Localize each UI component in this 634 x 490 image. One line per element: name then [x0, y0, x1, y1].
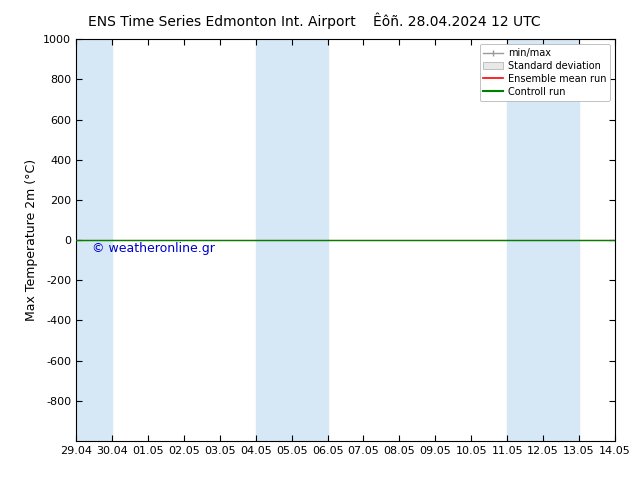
- Text: ENS Time Series Edmonton Int. Airport: ENS Time Series Edmonton Int. Airport: [88, 15, 356, 29]
- Text: © weatheronline.gr: © weatheronline.gr: [93, 242, 215, 255]
- Bar: [76, 39, 112, 441]
- Bar: [507, 39, 579, 441]
- Y-axis label: Max Temperature 2m (°C): Max Temperature 2m (°C): [25, 159, 37, 321]
- Legend: min/max, Standard deviation, Ensemble mean run, Controll run: min/max, Standard deviation, Ensemble me…: [479, 44, 610, 100]
- Text: Êôñ. 28.04.2024 12 UTC: Êôñ. 28.04.2024 12 UTC: [373, 15, 540, 29]
- Bar: [256, 39, 328, 441]
